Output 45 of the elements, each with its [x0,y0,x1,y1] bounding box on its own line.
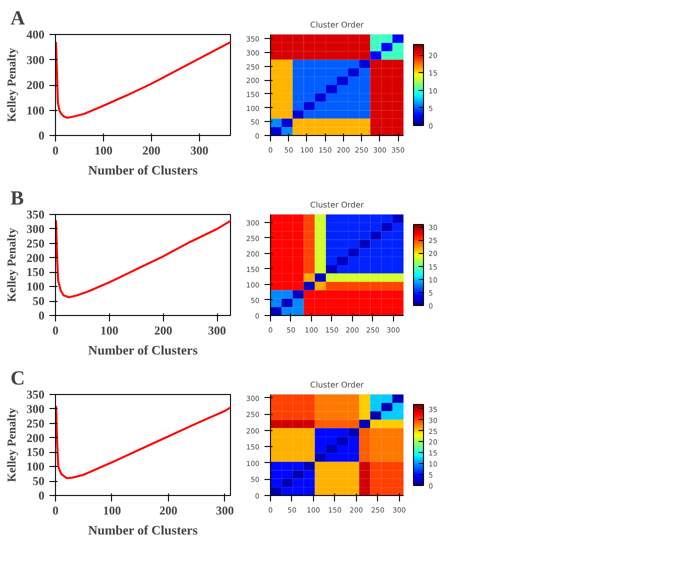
x-tick-label: 300 [208,324,226,338]
y-tick-label: 50 [32,474,44,488]
y-tick-label: 150 [26,265,44,280]
x-tick-label: 300 [216,504,234,518]
y-axis-title: Kelley Penalty [4,48,18,122]
y-tick-label: 350 [26,208,44,222]
y-tick-label: 150 [26,445,44,460]
y-tick-label: 100 [26,280,44,294]
y-tick-label: 100 [26,460,44,474]
x-tick-label: 200 [154,324,172,338]
x-tick-label: 100 [94,144,112,158]
x-axis-title: Number of Clusters [88,522,198,538]
text: B [10,188,24,210]
text: A [10,8,26,30]
x-tick-label: 300 [190,144,208,158]
y-axis-title: Kelley Penalty [4,408,18,482]
x-tick-label: 200 [159,504,178,518]
y-tick-label: 250 [26,416,44,430]
chart-title: Cluster Order [310,200,365,210]
y-tick-label: 300 [26,222,44,236]
y-tick-label: 400 [26,28,44,42]
y-tick-label: 0 [38,488,44,502]
x-tick-label: 0 [52,504,58,518]
y-tick-label: 200 [26,250,44,265]
y-tick-label: 100 [26,103,44,118]
y-tick-label: 300 [26,52,44,67]
x-axis-title: Number of Clusters [88,162,198,178]
text: C [10,368,25,390]
x-tick-label: 100 [102,504,121,518]
x-axis-title: Number of Clusters [88,342,198,358]
y-tick-label: 200 [26,430,44,445]
y-tick-label: 300 [26,402,44,416]
y-axis-title: Kelley Penalty [4,228,18,302]
x-tick-label: 100 [100,324,118,338]
y-tick-label: 0 [38,128,44,142]
chart-title: Cluster Order [310,380,365,390]
x-tick-label: 0 [52,144,58,158]
x-tick-label: 200 [142,144,160,158]
y-tick-label: 350 [26,388,44,402]
y-tick-label: 50 [32,294,44,308]
y-tick-label: 200 [26,78,44,92]
chart-title: Cluster Order [310,20,365,30]
y-tick-label: 0 [38,308,44,322]
y-tick-label: 250 [26,236,44,250]
x-tick-label: 0 [52,324,58,338]
